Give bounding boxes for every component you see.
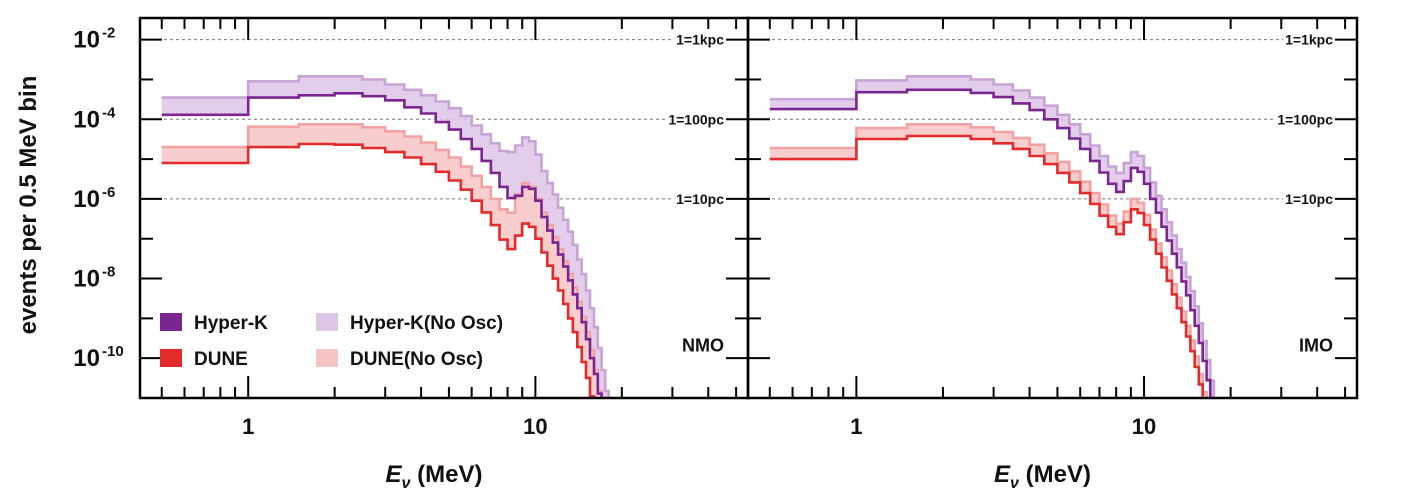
reference-line-label: 1=10pc — [1285, 191, 1333, 207]
x-tick-label: 10 — [523, 414, 547, 439]
y-tick-exponent: -6 — [102, 184, 115, 201]
legend-label: Hyper-K(No Osc) — [350, 313, 503, 334]
series-line-dune — [769, 134, 1204, 398]
series-line-hk — [161, 92, 603, 398]
legend-swatch — [160, 349, 182, 367]
reference-line-label: 1=10pc — [676, 191, 724, 207]
legend-swatch — [316, 313, 338, 331]
x-axis-label: Eν (MeV) — [994, 461, 1091, 492]
legend-swatch — [316, 349, 338, 367]
reference-label-bg — [674, 31, 727, 48]
series-line-dune-no-osc — [161, 123, 603, 398]
x-tick-label: 1 — [850, 414, 862, 439]
y-tick-label: 10 — [73, 27, 100, 54]
hk-band — [161, 76, 609, 398]
y-tick-exponent: -8 — [102, 264, 115, 281]
dune-band — [161, 124, 602, 398]
series-line-hk — [769, 88, 1212, 398]
ordering-label-bg — [680, 335, 726, 356]
reference-label-bg — [1283, 31, 1336, 48]
reference-label-bg — [1283, 190, 1336, 207]
series-line-hk-no-osc — [161, 75, 610, 398]
y-tick-exponent: -4 — [102, 104, 116, 121]
series-line-hk-no-osc — [769, 75, 1216, 398]
reference-label-bg — [674, 190, 727, 207]
y-tick-label: 10 — [73, 266, 100, 293]
ordering-label: IMO — [1299, 336, 1333, 356]
y-tick-label: 10 — [73, 345, 100, 372]
plot-area — [140, 39, 748, 398]
reference-line-label: 1=1kpc — [676, 32, 724, 48]
y-tick-label: 10 — [73, 186, 100, 213]
legend-label: Hyper-K — [194, 313, 268, 334]
legend-label: DUNE(No Osc) — [350, 349, 483, 370]
legend: Hyper-K DUNE Hyper-K(No Osc) DUNE(No Osc) — [160, 313, 503, 370]
series-line-dune — [161, 142, 596, 398]
x-tick-label: 10 — [1132, 414, 1156, 439]
series-line-dune-no-osc — [769, 123, 1208, 398]
ordering-label: NMO — [682, 336, 724, 356]
plot-frame — [138, 16, 750, 400]
reference-label-bg — [1275, 111, 1336, 128]
x-axis-label: Eν (MeV) — [386, 461, 483, 492]
reference-line-label: 1=100pc — [1277, 111, 1333, 127]
reference-line-label: 1=1kpc — [1285, 32, 1333, 48]
y-tick-exponent: -2 — [102, 25, 115, 42]
reference-line-label: 1=100pc — [668, 111, 724, 127]
legend-label: DUNE — [194, 349, 248, 370]
reference-label-bg — [666, 111, 727, 128]
y-tick-label: 10 — [73, 106, 100, 133]
plot-frame — [746, 16, 1359, 400]
legend-swatch — [160, 313, 182, 331]
panel-imo: 1=1kpc 1=100pc 1=10pc IMO 1 10 Eν (MeV) — [746, 16, 1359, 492]
ordering-label-bg — [1297, 335, 1335, 356]
plot-area — [748, 39, 1357, 398]
x-tick-label: 1 — [242, 414, 254, 439]
y-axis-label: events per 0.5 MeV bin — [15, 76, 42, 335]
dune-band — [769, 124, 1207, 398]
y-tick-exponent: -10 — [102, 343, 124, 360]
